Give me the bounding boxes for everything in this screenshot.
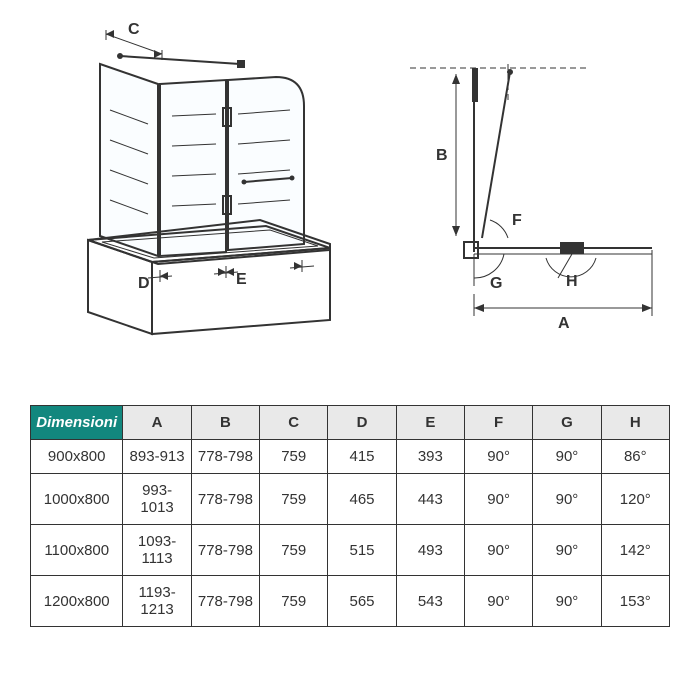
cell: 759 bbox=[260, 474, 328, 525]
cell: 759 bbox=[260, 440, 328, 474]
cell: 120° bbox=[601, 474, 669, 525]
dim-letter-b: B bbox=[436, 147, 448, 164]
cell: 778-798 bbox=[191, 525, 259, 576]
cell: 393 bbox=[396, 440, 464, 474]
cell: 565 bbox=[328, 576, 396, 627]
cell: 543 bbox=[396, 576, 464, 627]
cell: 759 bbox=[260, 525, 328, 576]
dim-letter-c: C bbox=[128, 21, 140, 38]
col-H: H bbox=[601, 406, 669, 440]
cell-size: 900x800 bbox=[31, 440, 123, 474]
dimensions-table: Dimensioni A B C D E F G H 900x800893-91… bbox=[30, 405, 670, 627]
col-F: F bbox=[464, 406, 532, 440]
cell: 90° bbox=[464, 525, 532, 576]
cell: 1193-1213 bbox=[123, 576, 191, 627]
dim-letter-g: G bbox=[490, 275, 502, 292]
cell: 759 bbox=[260, 576, 328, 627]
diagram-top-view: B F G H bbox=[390, 50, 670, 360]
table-header-label: Dimensioni bbox=[31, 406, 123, 440]
cell: 778-798 bbox=[191, 576, 259, 627]
dim-letter-f: F bbox=[512, 212, 522, 229]
dim-letter-e: E bbox=[236, 271, 247, 288]
cell: 515 bbox=[328, 525, 396, 576]
cell: 443 bbox=[396, 474, 464, 525]
cell: 1093-1113 bbox=[123, 525, 191, 576]
dim-letter-h: H bbox=[566, 273, 578, 290]
cell: 90° bbox=[533, 474, 601, 525]
table-header-row: Dimensioni A B C D E F G H bbox=[31, 406, 670, 440]
table-body: 900x800893-913778-79875941539390°90°86°1… bbox=[31, 440, 670, 627]
col-D: D bbox=[328, 406, 396, 440]
cell: 778-798 bbox=[191, 440, 259, 474]
cell: 993-1013 bbox=[123, 474, 191, 525]
cell: 493 bbox=[396, 525, 464, 576]
table-row: 900x800893-913778-79875941539390°90°86° bbox=[31, 440, 670, 474]
dim-letter-d: D bbox=[138, 275, 150, 292]
col-G: G bbox=[533, 406, 601, 440]
cell: 778-798 bbox=[191, 474, 259, 525]
col-B: B bbox=[191, 406, 259, 440]
cell: 90° bbox=[533, 576, 601, 627]
cell-size: 1200x800 bbox=[31, 576, 123, 627]
diagram-isometric: C bbox=[30, 20, 340, 360]
cell: 90° bbox=[464, 440, 532, 474]
table-row: 1000x800993-1013778-79875946544390°90°12… bbox=[31, 474, 670, 525]
cell: 90° bbox=[464, 474, 532, 525]
cell: 415 bbox=[328, 440, 396, 474]
cell: 142° bbox=[601, 525, 669, 576]
col-A: A bbox=[123, 406, 191, 440]
cell: 153° bbox=[601, 576, 669, 627]
table-row: 1200x8001193-1213778-79875956554390°90°1… bbox=[31, 576, 670, 627]
cell: 465 bbox=[328, 474, 396, 525]
cell-size: 1000x800 bbox=[31, 474, 123, 525]
dim-letter-a: A bbox=[558, 315, 570, 332]
cell: 893-913 bbox=[123, 440, 191, 474]
table-row: 1100x8001093-1113778-79875951549390°90°1… bbox=[31, 525, 670, 576]
cell-size: 1100x800 bbox=[31, 525, 123, 576]
col-C: C bbox=[260, 406, 328, 440]
cell: 90° bbox=[533, 440, 601, 474]
diagram-row: C bbox=[20, 20, 680, 380]
cell: 86° bbox=[601, 440, 669, 474]
cell: 90° bbox=[464, 576, 532, 627]
cell: 90° bbox=[533, 525, 601, 576]
col-E: E bbox=[396, 406, 464, 440]
